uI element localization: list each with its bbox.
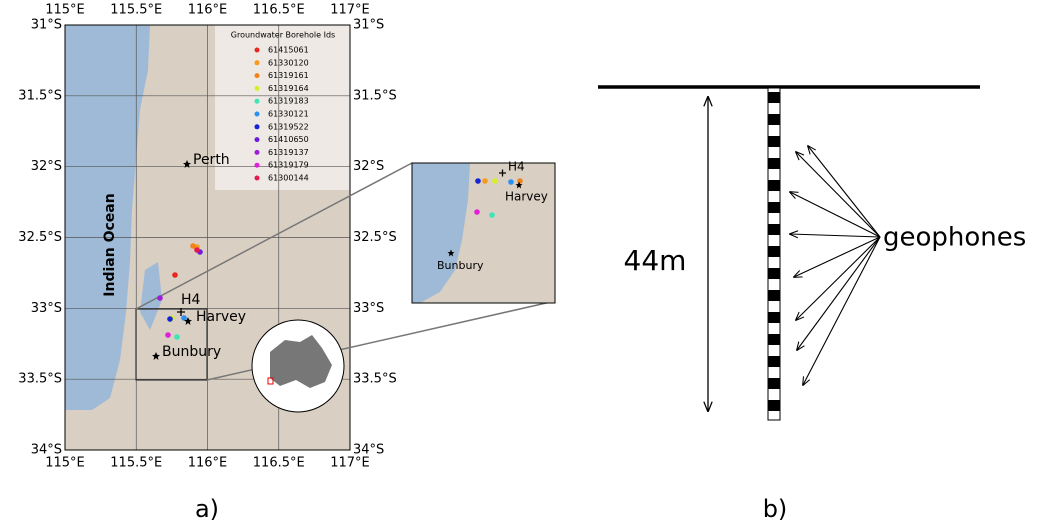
geophone-arrow	[796, 237, 880, 320]
legend-swatch	[255, 112, 260, 117]
ocean-label: Indian Ocean	[102, 193, 118, 296]
geophone-arrow	[794, 237, 880, 277]
lon-label: 115.5°E	[110, 3, 162, 18]
lat-label: 33.5°S	[353, 372, 397, 387]
borehole	[492, 178, 498, 184]
lat-label: 33.5°S	[18, 372, 62, 387]
lat-label: 32°S	[31, 159, 62, 174]
column-segment	[768, 158, 780, 169]
lon-label: 115.5°E	[110, 456, 162, 471]
column-segment	[768, 92, 780, 103]
panel-label: a)	[195, 495, 219, 523]
borehole	[194, 247, 200, 253]
column-segment	[768, 400, 780, 411]
lon-label: 116.5°E	[253, 3, 305, 18]
lon-label: 115°E	[45, 3, 85, 18]
column-segment	[768, 180, 780, 191]
lon-label: 115°E	[45, 456, 85, 471]
column-segment	[768, 378, 780, 389]
legend-entry: 61410650	[268, 135, 309, 144]
geophone-arrow	[796, 152, 880, 237]
geophone-arrow	[790, 234, 880, 237]
geophones-label: geophones	[883, 223, 1026, 253]
lon-label: 116.5°E	[253, 456, 305, 471]
legend-entry: 61300144	[268, 174, 309, 183]
borehole	[482, 178, 488, 184]
legend-title: Groundwater Borehole Ids	[231, 31, 335, 40]
borehole	[489, 212, 495, 218]
place-label: Bunbury	[162, 344, 221, 360]
column-segment	[768, 136, 780, 147]
legend-entry: 61319161	[268, 71, 309, 80]
figure: Indian Ocean Perth H4 Harvey Bunbury H4 …	[0, 0, 1046, 528]
legend-swatch	[255, 48, 260, 53]
column-segment	[768, 334, 780, 345]
panel-label: b)	[763, 495, 788, 523]
lat-label: 32°S	[353, 159, 384, 174]
legend-swatch	[255, 73, 260, 78]
borehole	[517, 178, 523, 184]
legend-entry: 61319164	[268, 84, 309, 93]
lat-label: 31°S	[31, 18, 62, 33]
geophone-arrow	[808, 146, 880, 237]
legend-entry: 61319179	[268, 161, 309, 170]
legend-swatch	[255, 150, 260, 155]
borehole	[190, 243, 196, 249]
legend-entry: 61319137	[268, 148, 309, 157]
legend-entry: 61330120	[268, 58, 309, 67]
legend-swatch	[255, 137, 260, 142]
column-segment	[768, 114, 780, 125]
lat-label: 34°S	[353, 443, 384, 458]
borehole	[508, 179, 514, 185]
column-segment	[768, 290, 780, 301]
legend-entry: 61319522	[268, 122, 309, 131]
legend-entry: 61319183	[268, 97, 309, 106]
inset-label: Harvey	[505, 190, 548, 204]
lat-label: 32.5°S	[353, 230, 397, 245]
legend-swatch	[255, 176, 260, 181]
lon-label: 116°E	[188, 3, 228, 18]
lat-label: 32.5°S	[18, 230, 62, 245]
geophone-arrow	[797, 237, 880, 350]
lon-label: 117°E	[330, 3, 370, 18]
place-label: H4	[181, 292, 201, 308]
legend-swatch	[255, 163, 260, 168]
column-segment	[768, 268, 780, 279]
lat-label: 31.5°S	[18, 88, 62, 103]
borehole	[475, 178, 481, 184]
legend-swatch	[255, 86, 260, 91]
column-segment	[768, 312, 780, 323]
borehole	[167, 316, 173, 322]
column-segment	[768, 202, 780, 213]
borehole	[474, 209, 480, 215]
column-segment	[768, 224, 780, 235]
legend-swatch	[255, 124, 260, 129]
legend-entry: 61415061	[268, 46, 309, 55]
borehole	[157, 295, 163, 301]
place-label: Perth	[193, 152, 230, 168]
lat-label: 31.5°S	[353, 88, 397, 103]
legend-swatch	[255, 60, 260, 65]
borehole	[172, 272, 178, 278]
depth-label: 44m	[624, 244, 687, 277]
column-segment	[768, 356, 780, 367]
lat-label: 33°S	[353, 301, 384, 316]
lon-label: 116°E	[188, 456, 228, 471]
lat-label: 34°S	[31, 443, 62, 458]
lat-label: 31°S	[353, 18, 384, 33]
lat-label: 33°S	[31, 301, 62, 316]
column-segment	[768, 246, 780, 257]
geophone-arrow	[803, 237, 880, 385]
geophone-arrow	[790, 192, 880, 237]
inset-label: H4	[508, 160, 525, 174]
legend-entry: 61330121	[268, 110, 309, 119]
borehole	[174, 334, 180, 340]
inset-label: Bunbury	[437, 259, 484, 272]
legend-swatch	[255, 99, 260, 104]
lon-label: 117°E	[330, 456, 370, 471]
place-label: Harvey	[196, 309, 246, 325]
borehole	[165, 332, 171, 338]
